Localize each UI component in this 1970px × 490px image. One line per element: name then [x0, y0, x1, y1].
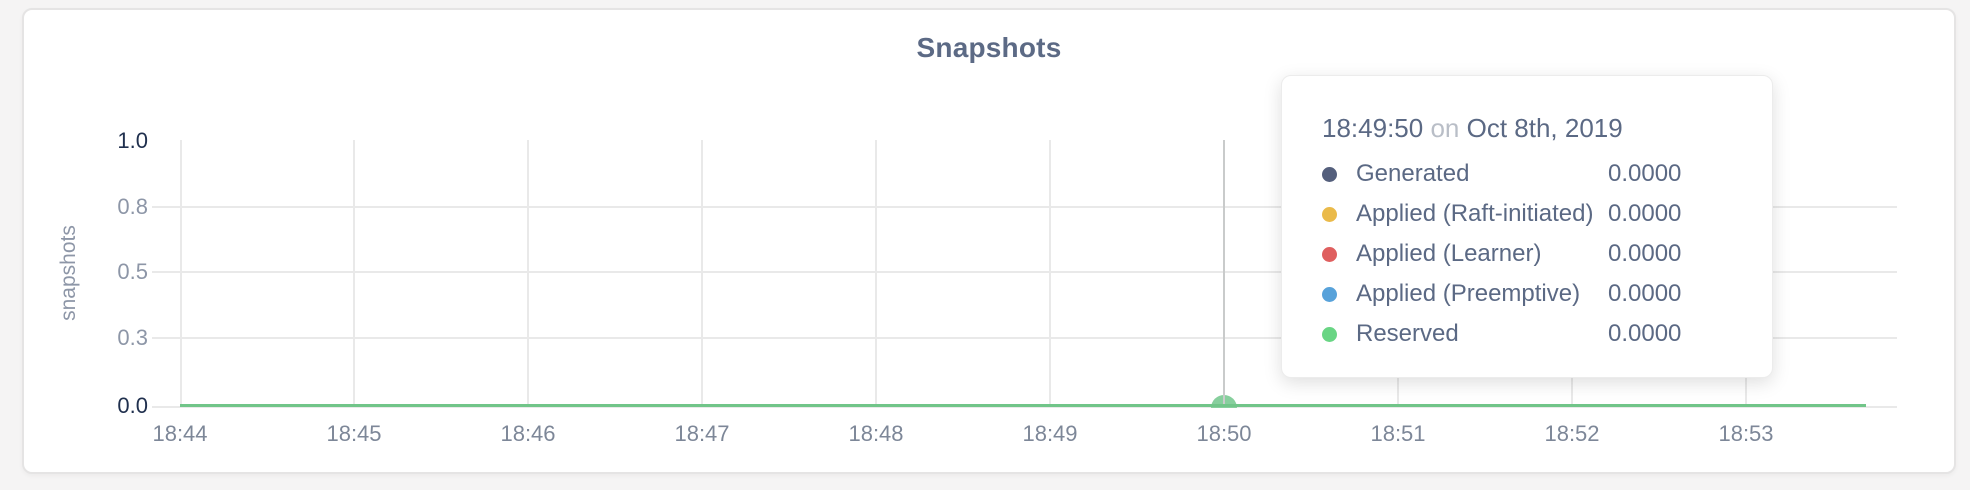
tooltip-row: Applied (Learner) 0.0000 [1322, 234, 1748, 274]
gridline-vertical [875, 140, 877, 408]
series-color-dot [1322, 286, 1337, 302]
tooltip-row: Reserved 0.0000 [1322, 314, 1748, 354]
x-tick-label: 18:48 [848, 421, 904, 446]
series-label: Applied (Preemptive) [1356, 280, 1581, 307]
chart-title: Snapshots [916, 32, 1062, 63]
y-tick-label: 0.8 [117, 194, 148, 219]
x-tick-label: 18:53 [1718, 421, 1774, 446]
y-tick-label: 1.0 [117, 128, 148, 153]
tooltip-date: Oct 8th, 2019 [1466, 113, 1623, 143]
x-tick-label: 18:49 [1022, 421, 1078, 446]
y-tick-label: 0.3 [117, 325, 148, 350]
gridline-horizontal [152, 206, 1897, 208]
series-value: 0.0000 [1608, 160, 1682, 187]
x-tick-label: 18:50 [1196, 421, 1252, 446]
plot-area[interactable] [152, 140, 1897, 408]
series-label: Generated [1356, 160, 1470, 187]
x-tick-label: 18:44 [152, 421, 208, 446]
gridline-vertical [1049, 140, 1051, 408]
gridline-horizontal [152, 271, 1897, 273]
series-color-dot [1322, 326, 1337, 342]
tooltip-row: Generated 0.0000 [1322, 154, 1748, 194]
series-label: Applied (Raft-initiated) [1356, 200, 1594, 227]
series-label: Applied (Learner) [1356, 240, 1542, 267]
x-tick-label: 18:45 [326, 421, 382, 446]
tooltip-legend: Generated 0.0000 Applied (Raft-initiated… [1322, 154, 1748, 354]
series-value: 0.0000 [1608, 320, 1682, 347]
gridline-vertical [180, 140, 182, 408]
x-tick-label: 18:52 [1544, 421, 1600, 446]
gridline-vertical [701, 140, 703, 408]
y-tick-label: 0.5 [117, 259, 148, 284]
series-color-dot [1322, 206, 1337, 222]
gridline-horizontal [152, 337, 1897, 339]
hover-tooltip: 18:49:50 on Oct 8th, 2019 Generated 0.00… [1281, 75, 1773, 378]
series-label: Reserved [1356, 320, 1459, 347]
tooltip-timestamp: 18:49:50 on Oct 8th, 2019 [1322, 110, 1748, 146]
tooltip-connector: on [1430, 113, 1460, 143]
series-value: 0.0000 [1608, 240, 1682, 267]
series-value: 0.0000 [1608, 200, 1682, 227]
reserved-series-line [180, 404, 1866, 407]
tooltip-time: 18:49:50 [1322, 113, 1424, 143]
series-value: 0.0000 [1608, 280, 1682, 307]
tooltip-row: Applied (Preemptive) 0.0000 [1322, 274, 1748, 314]
series-color-dot [1322, 246, 1337, 262]
x-axis-line [152, 406, 1897, 408]
y-tick-label: 0.0 [117, 393, 148, 418]
series-color-dot [1322, 166, 1337, 182]
x-tick-label: 18:51 [1370, 421, 1426, 446]
gridline-vertical [353, 140, 355, 408]
crosshair-line [1223, 140, 1225, 406]
tooltip-row: Applied (Raft-initiated) 0.0000 [1322, 194, 1748, 234]
x-tick-label: 18:46 [500, 421, 556, 446]
x-tick-label: 18:47 [674, 421, 730, 446]
gridline-vertical [527, 140, 529, 408]
